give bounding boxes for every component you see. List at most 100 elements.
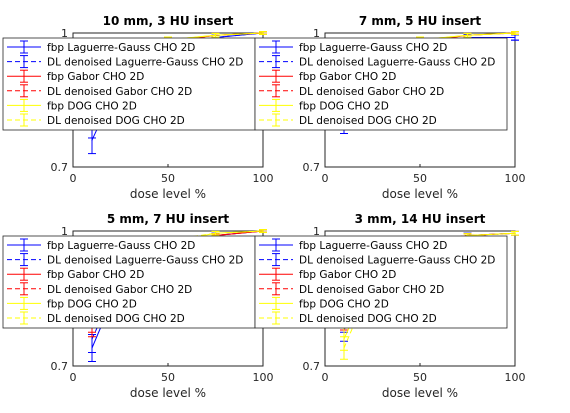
legend-label: fbp Laguerre-Gauss CHO 2D [299,240,447,252]
legend-label: fbp Laguerre-Gauss CHO 2D [47,240,195,252]
legend-label: DL denoised Laguerre-Gauss CHO 2D [47,57,243,69]
legend-label: DL denoised Laguerre-Gauss CHO 2D [299,255,495,267]
legend: fbp Laguerre-Gauss CHO 2D DL denoised Lag… [2,235,256,329]
x-axis-label: dose level % [130,386,206,400]
legend: fbp Laguerre-Gauss CHO 2D DL denoised Lag… [2,37,256,131]
x-tick-label: 100 [505,371,526,384]
x-axis-label: dose level % [382,187,458,201]
chart-title: 3 mm, 14 HU insert [355,212,486,226]
legend-entry: DL denoised Gabor CHO 2D [7,84,192,98]
data-point [91,338,93,340]
legend-label: fbp Gabor CHO 2D [299,269,396,281]
legend-label: DL denoised Gabor CHO 2D [299,86,444,98]
legend-entry: fbp DOG CHO 2D [7,296,137,310]
data-point [262,230,264,232]
y-tick-label: 0.7 [303,161,321,174]
legend-label: fbp Laguerre-Gauss CHO 2D [299,42,447,54]
legend-entry: DL denoised Gabor CHO 2D [259,282,444,296]
legend-box [254,235,508,329]
data-point [514,232,516,234]
x-tick-label: 50 [413,172,427,185]
legend-entry: fbp Gabor CHO 2D [7,69,144,83]
chart-title: 10 mm, 3 HU insert [103,14,234,28]
y-tick-label: 1 [313,225,320,238]
legend-label: DL denoised DOG CHO 2D [47,313,185,325]
chart-panel-2: 7 mm, 5 HU insert 0 50 100 0.7 1 dose level % f… [254,14,526,201]
legend-entry: fbp DOG CHO 2D [259,296,389,310]
legend-entry: DL denoised DOG CHO 2D [259,113,437,127]
legend-label: DL denoised Gabor CHO 2D [299,284,444,296]
x-tick-label: 0 [70,172,77,185]
legend-entry: DL denoised DOG CHO 2D [7,311,185,325]
legend-label: DL denoised Gabor CHO 2D [47,284,192,296]
x-tick-label: 100 [253,172,274,185]
legend-entry: DL denoised Laguerre-Gauss CHO 2D [259,253,495,267]
x-tick-label: 0 [322,371,329,384]
x-axis-label: dose level % [382,386,458,400]
data-point [214,232,217,234]
legend-entry: fbp DOG CHO 2D [259,98,389,112]
x-tick-label: 100 [505,172,526,185]
legend-label: DL denoised DOG CHO 2D [299,313,437,325]
legend-entry: DL denoised Laguerre-Gauss CHO 2D [7,253,243,267]
legend-label: fbp DOG CHO 2D [299,100,389,112]
legend-entry: fbp Laguerre-Gauss CHO 2D [7,40,195,54]
y-tick-label: 0.7 [51,161,69,174]
chart-title: 7 mm, 5 HU insert [359,14,482,28]
series-line [343,32,516,87]
x-tick-label: 50 [161,371,175,384]
legend-label: DL denoised Laguerre-Gauss CHO 2D [299,57,495,69]
data-point [91,139,93,141]
chart-panel-3: 5 mm, 7 HU insert 0 50 100 0.7 1 dose level % f… [2,212,274,400]
legend-label: fbp Laguerre-Gauss CHO 2D [47,42,195,54]
legend-label: fbp DOG CHO 2D [47,100,137,112]
data-point [343,347,345,349]
legend-label: DL denoised DOG CHO 2D [47,115,185,127]
y-tick-label: 0.7 [51,360,69,373]
legend-entry: DL denoised DOG CHO 2D [259,311,437,325]
legend-entry: fbp Laguerre-Gauss CHO 2D [7,238,195,252]
y-tick-label: 1 [313,27,320,40]
legend-label: DL denoised Laguerre-Gauss CHO 2D [47,255,243,267]
chart-panel-1: 10 mm, 3 HU insert 0 50 100 0.7 1 dose level %… [2,14,274,201]
legend-box [2,37,256,131]
legend-box [254,37,508,131]
legend-label: DL denoised Gabor CHO 2D [47,86,192,98]
legend-label: fbp DOG CHO 2D [299,298,389,310]
x-tick-label: 0 [322,172,329,185]
series-line [91,32,264,87]
x-tick-label: 50 [413,371,427,384]
legend-label: fbp DOG CHO 2D [47,298,137,310]
x-tick-label: 100 [253,371,274,384]
data-point [514,32,516,34]
legend-entry: fbp Laguerre-Gauss CHO 2D [259,40,447,54]
legend-label: fbp Gabor CHO 2D [47,71,144,83]
x-tick-label: 0 [70,371,77,384]
legend-entry: fbp Gabor CHO 2D [259,69,396,83]
data-point [214,34,217,36]
chart-panel-4: 3 mm, 14 HU insert 0 50 100 0.7 1 dose level %… [254,212,526,400]
legend-entry: fbp Gabor CHO 2D [259,267,396,281]
chart-title: 5 mm, 7 HU insert [107,212,230,226]
legend-entry: DL denoised Gabor CHO 2D [259,84,444,98]
legend-entry: fbp DOG CHO 2D [7,98,137,112]
legend-entry: DL denoised Gabor CHO 2D [7,282,192,296]
legend-entry: DL denoised Laguerre-Gauss CHO 2D [7,55,243,69]
legend-label: fbp Gabor CHO 2D [47,269,144,281]
x-tick-label: 50 [161,172,175,185]
y-tick-label: 1 [61,27,68,40]
legend-label: DL denoised DOG CHO 2D [299,115,437,127]
legend-entry: fbp Laguerre-Gauss CHO 2D [259,238,447,252]
legend: fbp Laguerre-Gauss CHO 2D DL denoised Lag… [254,37,508,131]
legend: fbp Laguerre-Gauss CHO 2D DL denoised Lag… [254,235,508,329]
data-point [262,32,264,34]
legend-box [2,235,256,329]
y-tick-label: 1 [61,225,68,238]
legend-entry: fbp Gabor CHO 2D [7,267,144,281]
y-tick-label: 0.7 [303,360,321,373]
legend-entry: DL denoised DOG CHO 2D [7,113,185,127]
legend-entry: DL denoised Laguerre-Gauss CHO 2D [259,55,495,69]
data-point [514,36,516,39]
data-point [466,34,469,36]
